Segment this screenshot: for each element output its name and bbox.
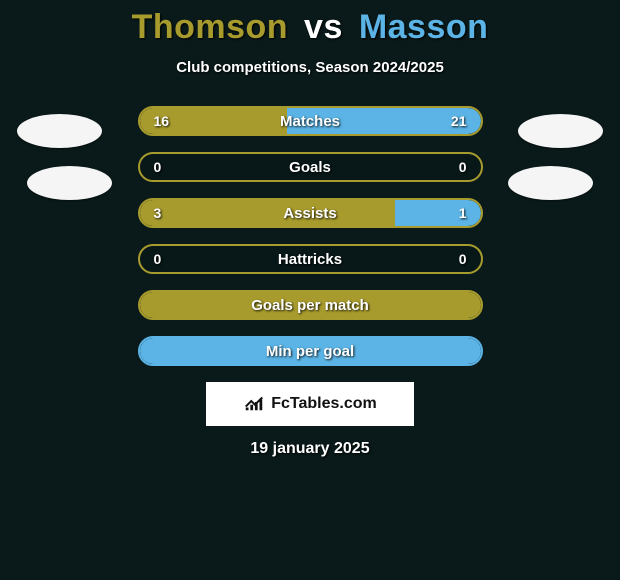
page-title: Thomson vs Masson bbox=[0, 8, 620, 47]
comparison-card: Thomson vs Masson Club competitions, Sea… bbox=[0, 0, 620, 580]
avatar-player2-bottom bbox=[508, 166, 593, 200]
stat-label: Goals bbox=[140, 154, 481, 180]
stat-row: 1621Matches bbox=[138, 106, 483, 136]
stat-label: Hattricks bbox=[140, 246, 481, 272]
avatar-player1-top bbox=[17, 114, 102, 148]
stats-area: 1621Matches 00Goals 31Assists 00Hattricks Go… bbox=[0, 106, 620, 366]
stat-label: Goals per match bbox=[140, 292, 481, 318]
stat-row: 31Assists bbox=[138, 198, 483, 228]
subtitle: Club competitions, Season 2024/2025 bbox=[0, 59, 620, 76]
title-player1: Thomson bbox=[132, 8, 288, 46]
avatar-player2-top bbox=[518, 114, 603, 148]
footer-date: 19 january 2025 bbox=[0, 440, 620, 458]
title-player2: Masson bbox=[359, 8, 489, 46]
stat-row: Goals per match bbox=[138, 290, 483, 320]
title-vs: vs bbox=[304, 8, 343, 46]
stat-label: Assists bbox=[140, 200, 481, 226]
avatar-player1-bottom bbox=[27, 166, 112, 200]
brand-label: FcTables.com bbox=[271, 395, 377, 413]
stat-label: Min per goal bbox=[140, 338, 481, 364]
chart-icon bbox=[243, 391, 265, 418]
stat-row: 00Goals bbox=[138, 152, 483, 182]
stat-row: Min per goal bbox=[138, 336, 483, 366]
brand-badge: FcTables.com bbox=[206, 382, 414, 426]
stat-label: Matches bbox=[140, 108, 481, 134]
stat-row: 00Hattricks bbox=[138, 244, 483, 274]
stat-rows: 1621Matches 00Goals 31Assists 00Hattricks Go… bbox=[138, 106, 483, 366]
